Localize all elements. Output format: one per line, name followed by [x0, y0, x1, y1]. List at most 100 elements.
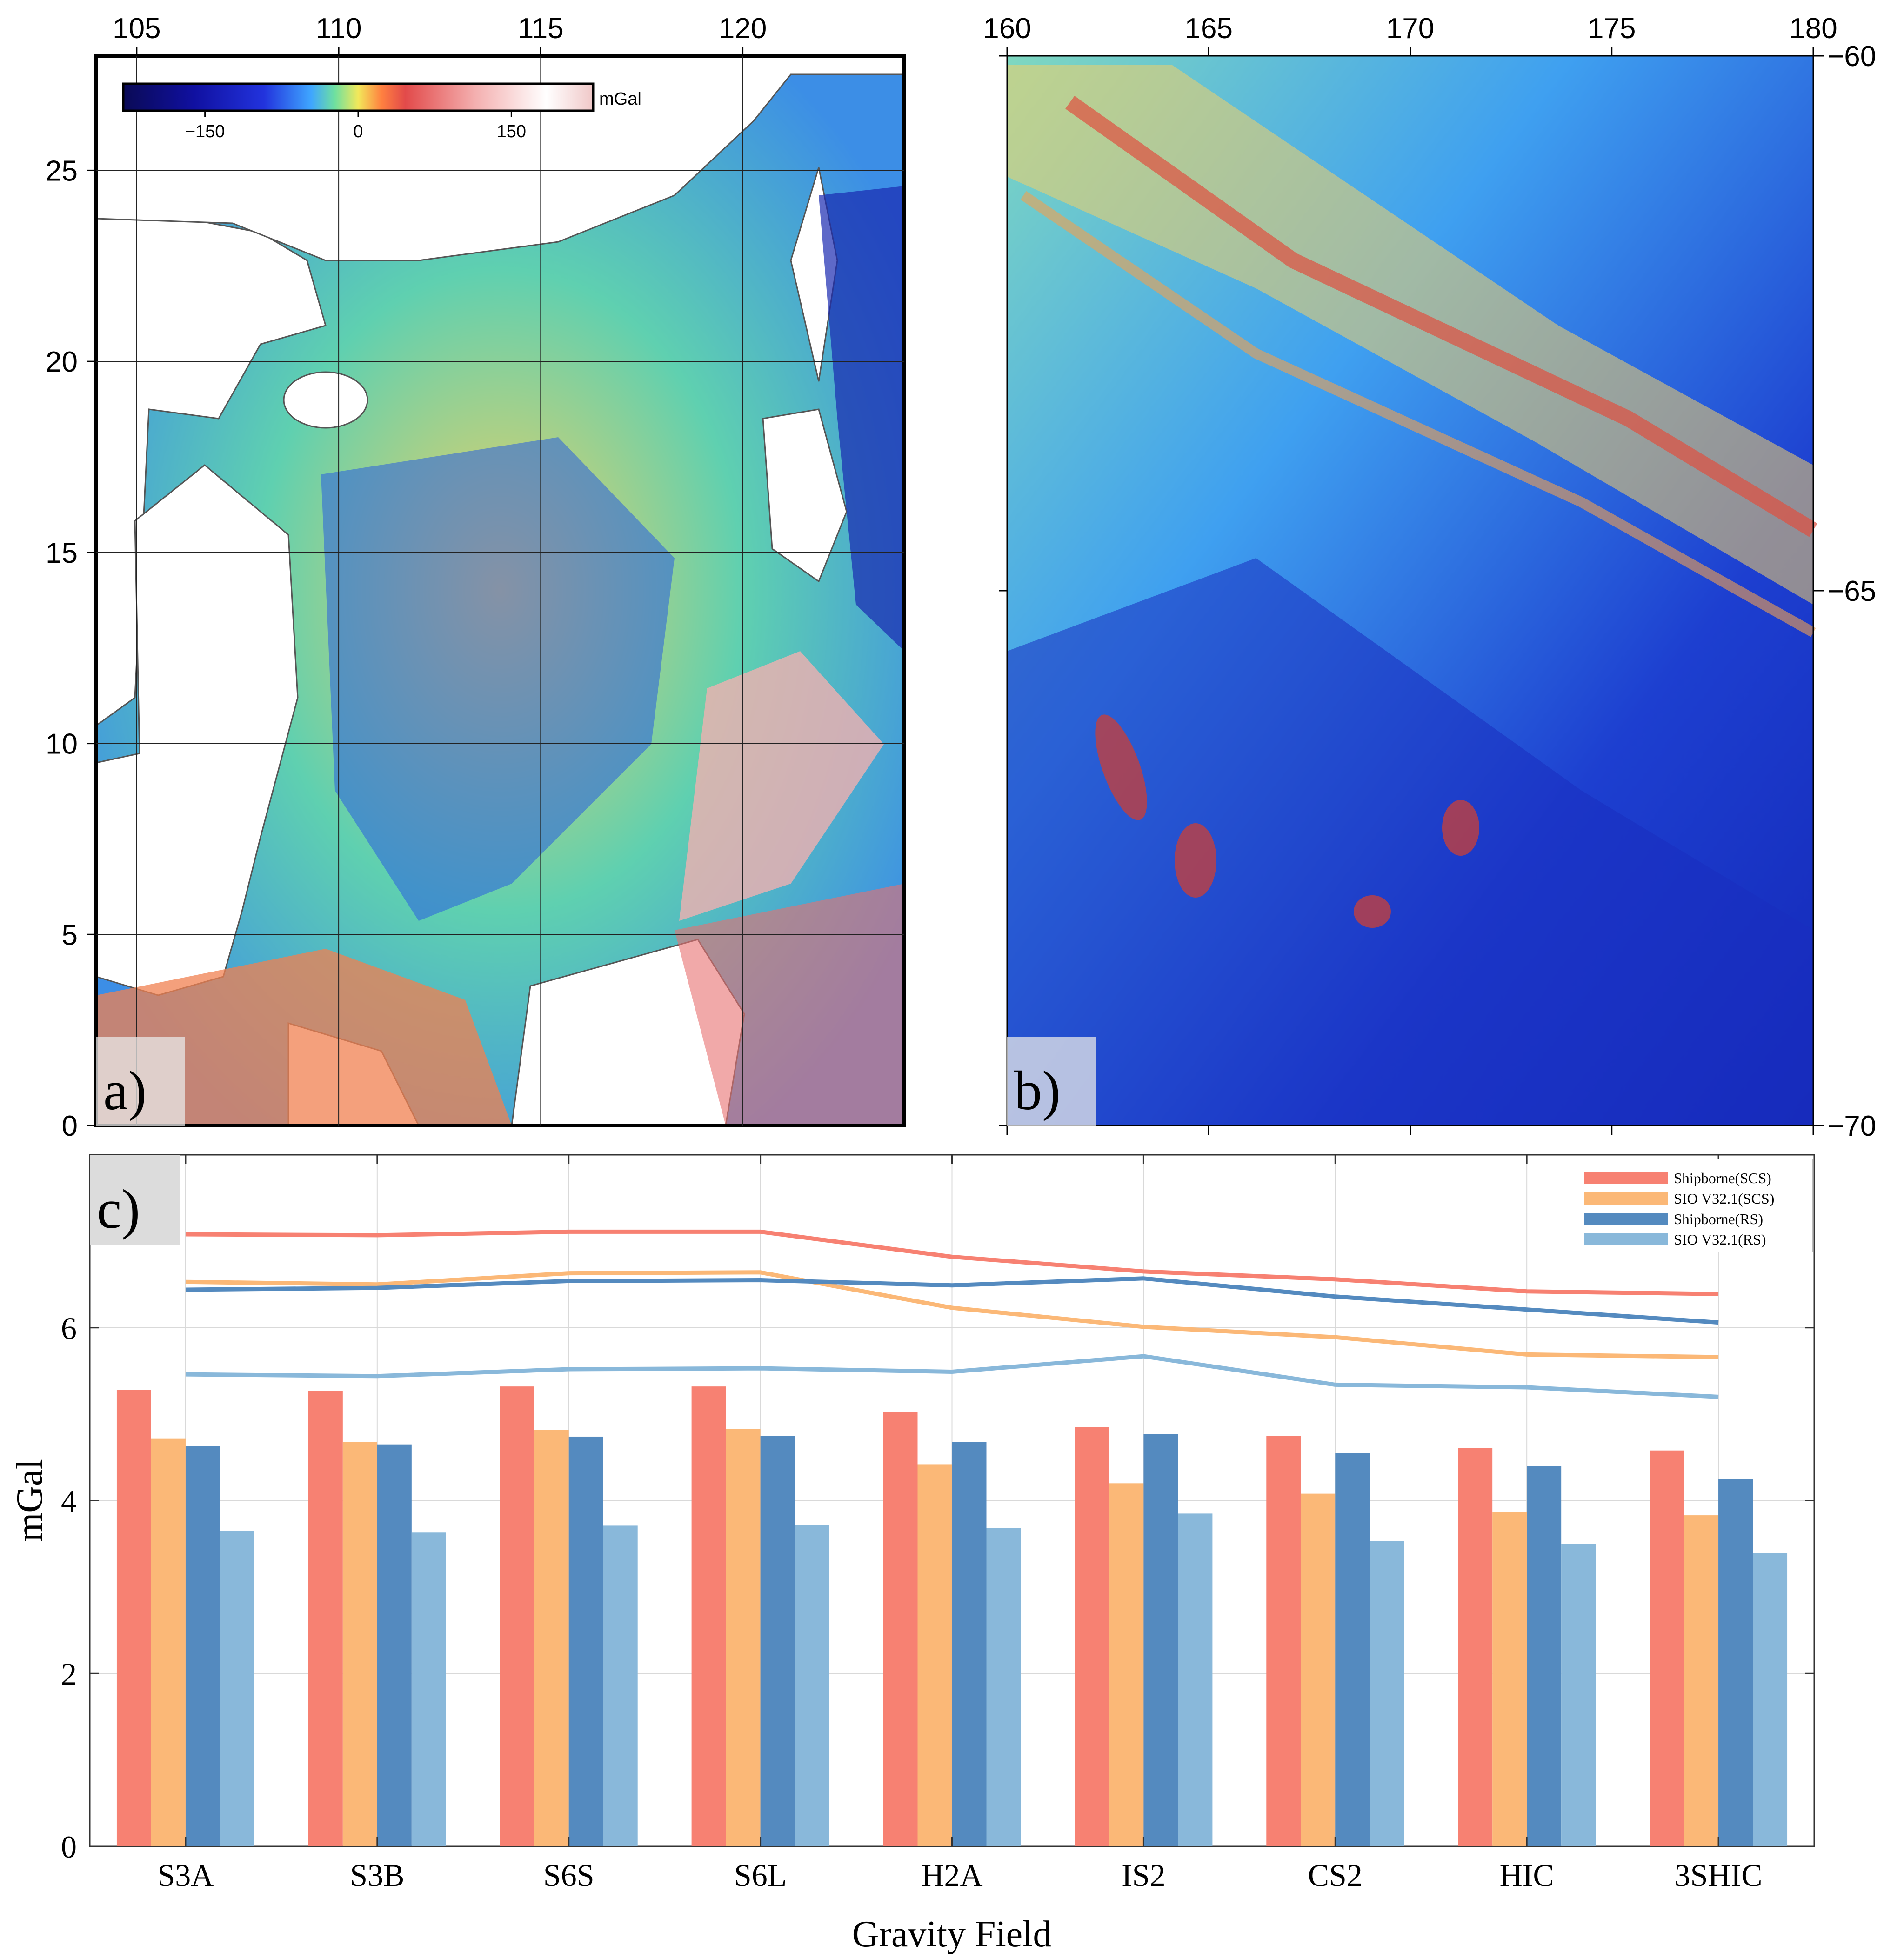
basin-deep — [321, 437, 675, 921]
x-tick-label: S3B — [350, 1858, 404, 1893]
chart-legend: Shipborne(SCS) SIO V32.1(SCS) Shipborne(RS… — [1577, 1159, 1813, 1252]
bar-S6L-3 — [795, 1525, 829, 1846]
y-tick-label: −60 — [1827, 40, 1876, 73]
bar-3SHIC-3 — [1753, 1553, 1788, 1846]
panel-b-label-box — [1007, 1037, 1096, 1126]
bar-S3B-3 — [411, 1532, 446, 1846]
x-tick-label: 3SHIC — [1675, 1858, 1763, 1893]
y-tick-label: 2 — [61, 1656, 77, 1692]
bar-3SHIC-1 — [1684, 1515, 1719, 1846]
bar-S6L-2 — [760, 1436, 795, 1846]
bar-H2A-3 — [986, 1528, 1021, 1846]
bar-S3B-1 — [342, 1442, 377, 1846]
series-line-0 — [185, 1229, 1719, 1296]
bar-3SHIC-2 — [1718, 1479, 1753, 1846]
series-line-2 — [185, 1276, 1719, 1325]
seamount-4 — [1354, 895, 1391, 928]
series-line-3 — [185, 1354, 1719, 1399]
bar-H2A-2 — [952, 1442, 987, 1846]
bar-3SHIC-0 — [1650, 1450, 1684, 1846]
bar-IS2-2 — [1143, 1434, 1178, 1846]
legend-entry: SIO V32.1(RS) — [1674, 1231, 1766, 1248]
legend-entry: Shipborne(SCS) — [1674, 1170, 1771, 1186]
seamount-2 — [1175, 823, 1216, 898]
sulawesi-high — [675, 884, 904, 1126]
x-tick-label: 110 — [316, 13, 362, 45]
seamount-3 — [1442, 800, 1479, 856]
x-tick-label: IS2 — [1122, 1858, 1165, 1893]
legend-swatch — [1584, 1172, 1668, 1184]
bar-HIC-3 — [1561, 1544, 1596, 1846]
panel-b-label: b) — [1014, 1059, 1061, 1121]
colorbar-tick-label: 0 — [353, 122, 363, 141]
series-line-1 — [185, 1270, 1719, 1359]
legend-swatch — [1584, 1233, 1668, 1245]
bar-S3A-2 — [185, 1446, 220, 1846]
bar-CS2-0 — [1266, 1436, 1301, 1846]
x-tick-label: 180 — [1789, 13, 1837, 45]
colorbar-ramp — [122, 82, 595, 112]
panel-a-map: 105 110 115 120 0 5 10 15 20 25 mGal −150 0 150 a) — [46, 13, 906, 1142]
bar-S6S-2 — [568, 1436, 603, 1846]
x-tick-label: 115 — [518, 13, 564, 45]
sunda-shelf-high — [96, 949, 512, 1126]
chart-bars — [116, 1386, 1788, 1846]
bar-HIC-1 — [1492, 1512, 1527, 1846]
y-tick-label: −70 — [1827, 1110, 1876, 1142]
bar-CS2-1 — [1301, 1493, 1336, 1846]
bar-HIC-2 — [1527, 1466, 1562, 1846]
panel-c-label: c) — [97, 1178, 140, 1240]
panel-a-ticks: 105 110 115 120 0 5 10 15 20 25 — [46, 13, 767, 1142]
y-tick-label: 6 — [61, 1311, 77, 1346]
bar-S3B-0 — [308, 1391, 343, 1846]
y-tick-label: −65 — [1827, 575, 1876, 607]
x-tick-label: HIC — [1500, 1858, 1554, 1893]
panel-a-label: a) — [103, 1059, 147, 1121]
ridge-line-2 — [1020, 191, 1816, 637]
panel-a-frame — [94, 54, 906, 1127]
bar-IS2-3 — [1178, 1513, 1213, 1846]
panel-a-gridlines — [96, 56, 904, 1126]
high-gravity-zone — [679, 651, 884, 921]
legend-swatch — [1584, 1213, 1668, 1225]
y-tick-label: 20 — [46, 346, 78, 378]
legend-entry: Shipborne(RS) — [1674, 1211, 1763, 1227]
bar-CS2-2 — [1335, 1453, 1370, 1846]
legend-entry: SIO V32.1(SCS) — [1674, 1190, 1774, 1207]
panel-c-chart: 0 2 4 6 S3A S3B S6S S6L H2A IS2 CS2 HIC 3SHIC c) Shi… — [9, 1154, 1815, 1955]
y-tick-label: 5 — [62, 919, 78, 951]
x-tick-label: S6S — [543, 1858, 595, 1893]
y-tick-label: 0 — [62, 1110, 78, 1142]
x-tick-label: 170 — [1386, 13, 1434, 45]
x-tick-label: 165 — [1185, 13, 1233, 45]
bar-S3B-2 — [377, 1444, 412, 1846]
island-hainan — [283, 371, 368, 429]
bar-IS2-1 — [1109, 1483, 1144, 1846]
colorbar-unit: mGal — [599, 89, 641, 109]
colorbar-tick-label: 150 — [497, 122, 526, 141]
seamount-1 — [1095, 714, 1147, 820]
bar-S6S-3 — [603, 1525, 638, 1846]
bar-S3A-1 — [151, 1438, 186, 1846]
chart-lines — [185, 1229, 1719, 1399]
bar-S6S-0 — [500, 1386, 534, 1846]
x-tick-label: CS2 — [1308, 1858, 1363, 1893]
y-tick-label: 4 — [61, 1484, 77, 1519]
x-tick-label: 120 — [719, 13, 767, 45]
bar-H2A-1 — [917, 1464, 952, 1846]
panel-b-ticks: 160 165 170 175 180−60 −65 −70 — [983, 13, 1876, 1142]
land-west — [95, 213, 327, 727]
chart-axes: 0 2 4 6 S3A S3B S6S S6L H2A IS2 CS2 HIC 3SHIC — [61, 1155, 1814, 1893]
bar-CS2-3 — [1370, 1541, 1404, 1846]
x-tick-label: 175 — [1588, 13, 1636, 45]
colorbar-tick-label: −150 — [185, 122, 225, 141]
x-tick-label: S3A — [157, 1858, 214, 1893]
bar-H2A-0 — [883, 1412, 918, 1846]
colorbar: mGal −150 0 150 — [122, 82, 641, 141]
bar-S3A-3 — [220, 1531, 254, 1846]
bar-HIC-0 — [1458, 1448, 1493, 1846]
y-tick-label: 15 — [46, 537, 78, 569]
bar-S6L-0 — [691, 1386, 726, 1846]
deep-basin — [1007, 558, 1813, 1126]
